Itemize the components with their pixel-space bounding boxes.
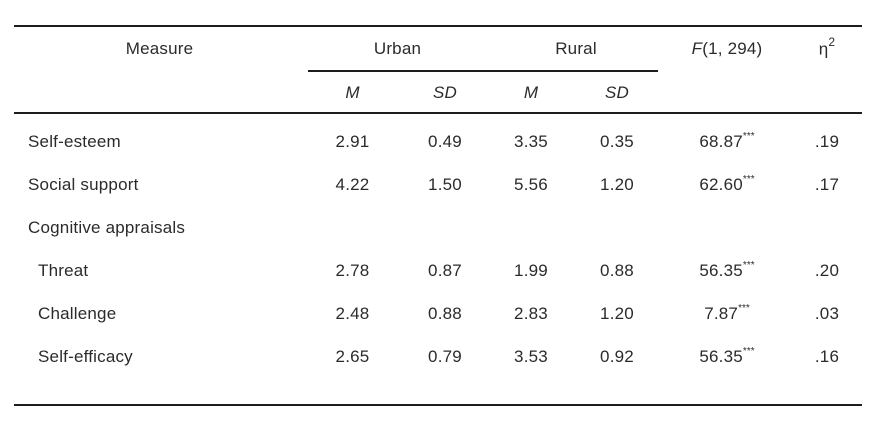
urban-sd-value: 0.88 bbox=[428, 303, 462, 323]
measure-label: Threat bbox=[38, 260, 89, 280]
f-value: 7.87*** bbox=[704, 302, 750, 323]
eta-squared-value: .16 bbox=[814, 346, 840, 366]
f-symbol: F bbox=[691, 38, 703, 58]
urban-mean-value: 2.48 bbox=[335, 303, 370, 323]
column-header-urban-sd: SD bbox=[432, 83, 458, 102]
column-header-eta-squared: η2 bbox=[792, 35, 862, 60]
section-label: Cognitive appraisals bbox=[28, 217, 186, 237]
f-value: 56.35*** bbox=[699, 345, 755, 366]
table-section-row: Cognitive appraisals bbox=[14, 206, 862, 249]
eta-squared-value: .19 bbox=[814, 131, 840, 151]
urban-mean-value: 2.65 bbox=[335, 346, 370, 366]
f-value: 56.35*** bbox=[699, 259, 755, 280]
column-group-header-urban: Urban bbox=[373, 38, 422, 58]
table-row: Challenge 2.48 0.88 2.83 1.20 7.87*** .0… bbox=[14, 292, 862, 335]
rural-mean-value: 1.99 bbox=[514, 260, 548, 280]
significance-stars: *** bbox=[738, 302, 750, 314]
urban-rural-spanner-rule bbox=[308, 70, 658, 72]
eta-squared-value: .03 bbox=[814, 303, 840, 323]
measure-label: Social support bbox=[28, 174, 139, 194]
rural-mean-value: 5.56 bbox=[514, 174, 548, 194]
f-value: 68.87*** bbox=[699, 130, 755, 151]
rural-mean-value: 3.53 bbox=[514, 346, 548, 366]
table-row: Social support 4.22 1.50 5.56 1.20 62.60… bbox=[14, 163, 862, 206]
table-header-row-spanners: Measure Urban Rural F(1, 294) η2 bbox=[14, 27, 862, 70]
rural-mean-value: 2.83 bbox=[514, 303, 548, 323]
eta-symbol: η bbox=[818, 39, 829, 59]
f-df: (1, 294) bbox=[702, 38, 763, 58]
eta-exponent: 2 bbox=[828, 35, 836, 50]
column-header-rural-mean: M bbox=[523, 83, 539, 102]
significance-stars: *** bbox=[742, 345, 755, 357]
urban-sd-value: 0.79 bbox=[428, 346, 462, 366]
rural-sd-value: 0.92 bbox=[600, 346, 634, 366]
urban-sd-value: 0.49 bbox=[428, 131, 462, 151]
table-top-rule bbox=[14, 25, 862, 27]
urban-sd-value: 1.50 bbox=[428, 174, 462, 194]
rural-sd-value: 0.88 bbox=[600, 260, 634, 280]
table-header-bottom-rule bbox=[14, 112, 862, 114]
significance-stars: *** bbox=[742, 259, 755, 271]
measure-label: Self-esteem bbox=[28, 131, 121, 151]
significance-stars: *** bbox=[742, 173, 755, 185]
significance-stars: *** bbox=[742, 130, 755, 142]
column-header-f-statistic: F(1, 294) bbox=[662, 39, 792, 59]
table-row: Self-esteem 2.91 0.49 3.35 0.35 68.87***… bbox=[14, 120, 862, 163]
urban-mean-value: 4.22 bbox=[335, 174, 370, 194]
f-value: 62.60*** bbox=[699, 173, 755, 194]
table-row: Self-efficacy 2.65 0.79 3.53 0.92 56.35*… bbox=[14, 335, 862, 378]
rural-mean-value: 3.35 bbox=[514, 131, 548, 151]
urban-mean-value: 2.91 bbox=[335, 131, 370, 151]
table-header-row-statistics: M SD M SD bbox=[14, 74, 862, 112]
rural-sd-value: 1.20 bbox=[600, 303, 634, 323]
urban-sd-value: 0.87 bbox=[428, 260, 462, 280]
table-bottom-rule bbox=[14, 404, 862, 406]
measure-label: Self-efficacy bbox=[38, 346, 133, 366]
rural-sd-value: 0.35 bbox=[600, 131, 634, 151]
anova-results-table: Measure Urban Rural F(1, 294) η2 M SD M … bbox=[14, 0, 862, 437]
measure-label: Challenge bbox=[38, 303, 117, 323]
column-header-urban-mean: M bbox=[345, 83, 360, 102]
table-row: Threat 2.78 0.87 1.99 0.88 56.35*** .20 bbox=[14, 249, 862, 292]
urban-mean-value: 2.78 bbox=[335, 260, 370, 280]
table-body: Self-esteem 2.91 0.49 3.35 0.35 68.87***… bbox=[14, 120, 862, 378]
rural-sd-value: 1.20 bbox=[600, 174, 634, 194]
column-header-rural-sd: SD bbox=[604, 83, 630, 102]
eta-squared-value: .20 bbox=[814, 260, 840, 280]
eta-squared-value: .17 bbox=[814, 174, 840, 194]
column-header-measure: Measure bbox=[125, 38, 194, 58]
column-group-header-rural: Rural bbox=[555, 38, 597, 58]
